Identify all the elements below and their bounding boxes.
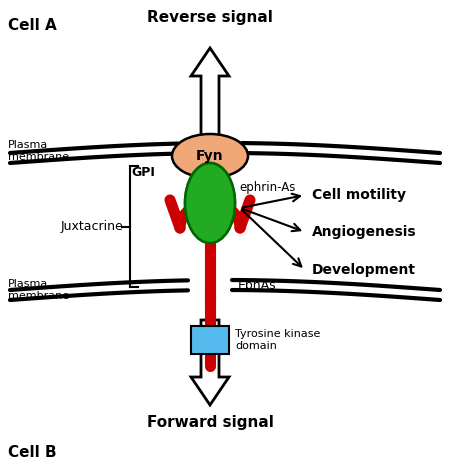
Bar	[191, 326, 229, 354]
Polygon shape	[191, 48, 229, 140]
Ellipse shape	[185, 163, 235, 243]
Text: Reverse signal: Reverse signal	[147, 10, 273, 25]
Polygon shape	[191, 320, 229, 405]
Text: GPI: GPI	[131, 165, 155, 179]
Text: ephrin-As: ephrin-As	[239, 182, 295, 194]
Ellipse shape	[185, 163, 235, 243]
Ellipse shape	[172, 134, 248, 178]
Text: Plasma
membrane: Plasma membrane	[8, 279, 69, 301]
Text: Development: Development	[312, 263, 416, 277]
Text: Cell motility: Cell motility	[312, 188, 406, 202]
Text: Tyrosine kinase
domain: Tyrosine kinase domain	[235, 329, 320, 351]
Text: Forward signal: Forward signal	[146, 415, 273, 430]
Text: Angiogenesis: Angiogenesis	[312, 225, 417, 239]
Text: Cell A: Cell A	[8, 18, 57, 33]
Text: Juxtacrine: Juxtacrine	[61, 220, 123, 233]
Text: Plasma
membrane: Plasma membrane	[8, 140, 69, 163]
Text: Cell B: Cell B	[8, 445, 56, 460]
Text: Fyn: Fyn	[196, 149, 224, 163]
Text: EphAs: EphAs	[238, 279, 277, 292]
